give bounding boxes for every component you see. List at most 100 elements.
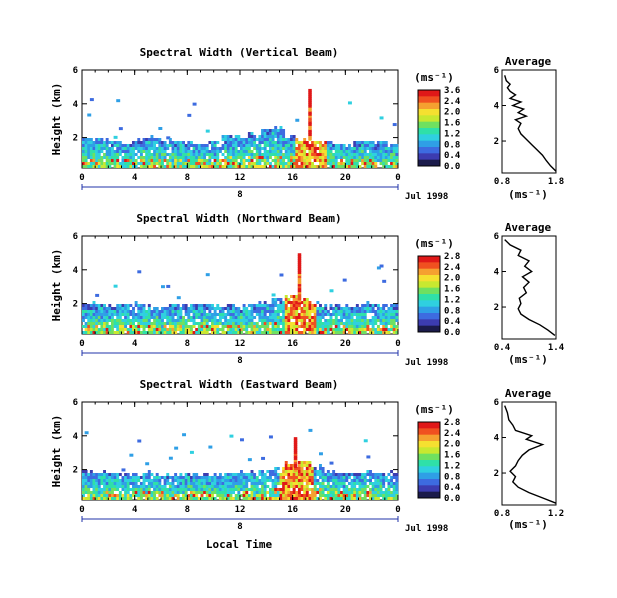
heatmap-cell [363,156,367,159]
heatmap-cell [132,491,135,494]
heatmap-cell [358,156,362,159]
heatmap-cell [182,153,185,156]
heatmap-cell [197,162,201,165]
heatmap-cell [229,316,233,319]
heatmap-cell [261,159,264,162]
heatmap-cell [132,307,135,310]
heatmap-cell [213,310,217,313]
heatmap-cell [218,322,222,325]
heatmap-cell [84,141,88,144]
heatmap-cell [82,494,85,497]
heatmap-cell [353,310,357,313]
heatmap-cell [311,467,315,470]
heatmap-cell [345,313,349,316]
heatmap-cell [147,494,151,497]
heatmap-cell [229,319,233,322]
heatmap-cell [384,150,388,153]
heatmap-cell [340,313,343,316]
heatmap-cell [184,488,188,491]
heatmap-cell [374,476,378,479]
heatmap-cell [355,307,359,310]
heatmap-cell [303,316,307,319]
heatmap-cell [218,482,222,485]
heatmap-cell [232,162,236,165]
heatmap-cell [329,461,334,465]
heatmap-cell [329,162,333,165]
heatmap-cell [253,156,257,159]
heatmap-cell [295,147,299,150]
heatmap-cell [226,159,230,162]
heatmap-cell [297,464,301,467]
heatmap-cell [258,491,262,494]
heatmap-cell [179,141,183,144]
heatmap-cell [158,162,162,165]
heatmap-cell [174,162,178,165]
heatmap-cell [184,153,188,156]
heatmap-cell [390,322,394,325]
heatmap-cell [324,162,328,165]
heatmap-cell [258,473,262,476]
heatmap-cell [321,328,325,331]
heatmap-cell [353,482,357,485]
heatmap-cell [376,304,380,307]
heatmap-cell [369,150,372,153]
heatmap-cell [229,331,233,334]
heatmap-cell [87,141,91,144]
heatmap-cell [274,482,278,485]
heatmap-cell [108,325,112,328]
y-tick-label: 4 [73,432,79,442]
heatmap-cell [218,479,222,482]
heatmap-cell [266,159,270,162]
heatmap-cell [226,322,230,325]
heatmap-cell [384,304,388,307]
heatmap-cell [118,304,122,307]
heatmap-cell [366,162,370,165]
heatmap-cell [192,482,196,485]
heatmap-cell [258,313,262,316]
heatmap-cell [287,156,291,159]
heatmap-cell [189,307,193,310]
heatmap-cell [366,156,370,159]
heatmap-cell [329,488,333,491]
heatmap-cell [232,165,236,168]
heatmap-cell [261,135,264,138]
heatmap-cell [189,316,193,319]
heatmap-cell [89,150,93,153]
heatmap-cell [121,156,125,159]
colorbar-tick-label: 0.0 [444,328,460,338]
heatmap-cell [161,165,164,168]
heatmap-cell [355,165,359,168]
heatmap-cell [279,132,283,135]
heatmap-cell [203,153,207,156]
heatmap-cell [208,325,212,328]
heatmap-cell [276,331,280,334]
heatmap-area [82,253,399,334]
heatmap-cell [100,307,104,310]
heatmap-cell [292,144,296,147]
heatmap-cell [95,497,99,500]
heatmap-cell [374,319,378,322]
heatmap-cell [250,488,254,491]
heatmap-cell [329,313,333,316]
heatmap-cell [192,497,196,500]
colorbar: 3.62.42.01.61.20.80.40.0 [417,86,461,172]
heatmap-cell [303,313,307,316]
heatmap-cell [132,141,135,144]
heatmap-cell [390,491,394,494]
heatmap-cell [197,322,201,325]
heatmap-cell [189,494,193,497]
heatmap-cell [103,144,106,147]
heatmap-cell [118,494,122,497]
heatmap-cell [353,331,357,334]
heatmap-cell [355,141,359,144]
heatmap-cell [363,491,367,494]
heatmap-cell [124,304,128,307]
heatmap-cell [97,476,101,479]
heatmap-cell [226,153,230,156]
heatmap-cell [234,316,238,319]
heatmap-cell [150,144,154,147]
heatmap-cell [176,479,180,482]
heatmap-cell [290,313,293,316]
heatmap-cell [192,147,196,150]
heatmap-cell [321,144,325,147]
